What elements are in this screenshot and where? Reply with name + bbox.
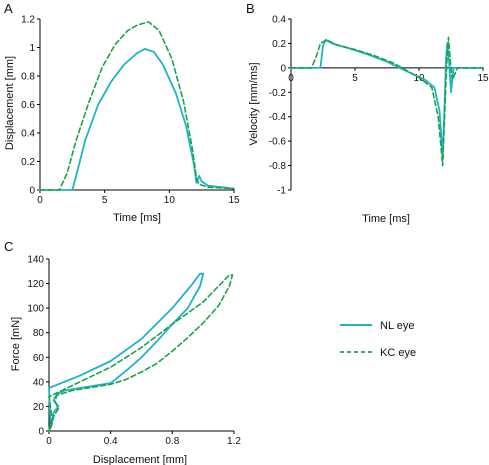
panel-b-x-tick-label: 15 [477, 73, 489, 84]
panel-c-x-tick-label: 0.8 [165, 436, 179, 447]
panel-b-y-tick-label: 0.2 [272, 39, 286, 50]
panel-c-x-tick-label: 1.2 [227, 436, 241, 447]
panel-b-y-tick-label: -0.4 [269, 112, 287, 123]
panel-b-x-tick-label: 5 [352, 73, 358, 84]
panel-a-x-tick-label: 0 [37, 195, 43, 206]
panel-c-x-tick-label: 0 [46, 436, 52, 447]
panel-b-ylabel: Velocity [mm/ms] [248, 62, 260, 145]
panel-b-series-kc [290, 36, 484, 167]
panel-b-series-nl [290, 38, 484, 157]
panel-a-y-tick-label: 0.4 [21, 129, 35, 140]
panel-a-x-tick-label: 10 [164, 195, 176, 206]
panel-b-y-tick-label: -1 [277, 186, 286, 197]
panel-a-y-tick-label: 0 [29, 186, 35, 197]
panel-label-b: B [246, 1, 255, 16]
panel-a-plot: 0 0.2 0.4 0.6 0.8 1 1.2 0 5 10 15 [21, 15, 240, 207]
panel-c-series-nl [48, 272, 205, 432]
panel-a-x-tick-label: 5 [102, 195, 108, 206]
panel-c-y-tick-label: 80 [33, 328, 45, 339]
panel-c-y-tick-label: 0 [38, 427, 44, 438]
panel-c-xlabel: Displacement [mm] [93, 454, 187, 465]
panel-a-ylabel: Displacement [mm] [4, 56, 16, 150]
panel-c-y-tick-label: 120 [27, 279, 44, 290]
panel-c-y-tick-label: 60 [33, 353, 45, 364]
panel-c-y-tick-label: 100 [27, 304, 44, 315]
panel-b-y-tick-label: -0.6 [269, 137, 287, 148]
panel-c-plot: 0 20 40 60 80 100 120 140 0 0.4 0.8 1.2 [27, 255, 241, 448]
panel-b-y-tick-label: 0 [280, 63, 286, 74]
panel-c-y-tick-label: 20 [33, 402, 45, 413]
panel-a-xlabel: Time [ms] [113, 212, 161, 224]
panel-c-y-tick-label: 140 [27, 255, 44, 266]
panel-b-y-tick-label: 0.4 [272, 15, 286, 26]
panel-c-ylabel: Force [mN] [10, 317, 22, 371]
legend: NL eye KC eye [340, 320, 416, 359]
panel-label-a: A [4, 1, 13, 16]
panel-b-x-tick-label: 0 [288, 73, 294, 84]
panel-a-series-kc [39, 21, 235, 191]
panel-a-y-tick-label: 1.2 [21, 15, 35, 26]
panel-a-x-tick-label: 15 [228, 195, 240, 206]
panel-b-plot: -1-0.8-0.6-0.4-0.200.20.40 5 10 15 [269, 15, 489, 197]
panel-b-y-tick-label: -0.8 [269, 161, 287, 172]
legend-nl-label: NL eye [380, 320, 414, 332]
panel-label-c: C [4, 239, 13, 254]
panel-c-x-tick-label: 0.4 [104, 436, 118, 447]
panel-b-y-tick-label: -0.2 [269, 88, 287, 99]
legend-kc-label: KC eye [380, 347, 416, 359]
panel-c-y-tick-label: 40 [33, 377, 45, 388]
panel-a-y-tick-label: 0.2 [21, 157, 35, 168]
panel-a-series-nl [39, 48, 235, 191]
panel-a-y-tick-label: 0.8 [21, 72, 35, 83]
panel-b-xlabel: Time [ms] [362, 213, 410, 225]
panel-a-y-tick-label: 0.6 [21, 100, 35, 111]
panel-c-series-kc [48, 274, 234, 432]
panel-a-y-tick-label: 1 [29, 43, 35, 54]
